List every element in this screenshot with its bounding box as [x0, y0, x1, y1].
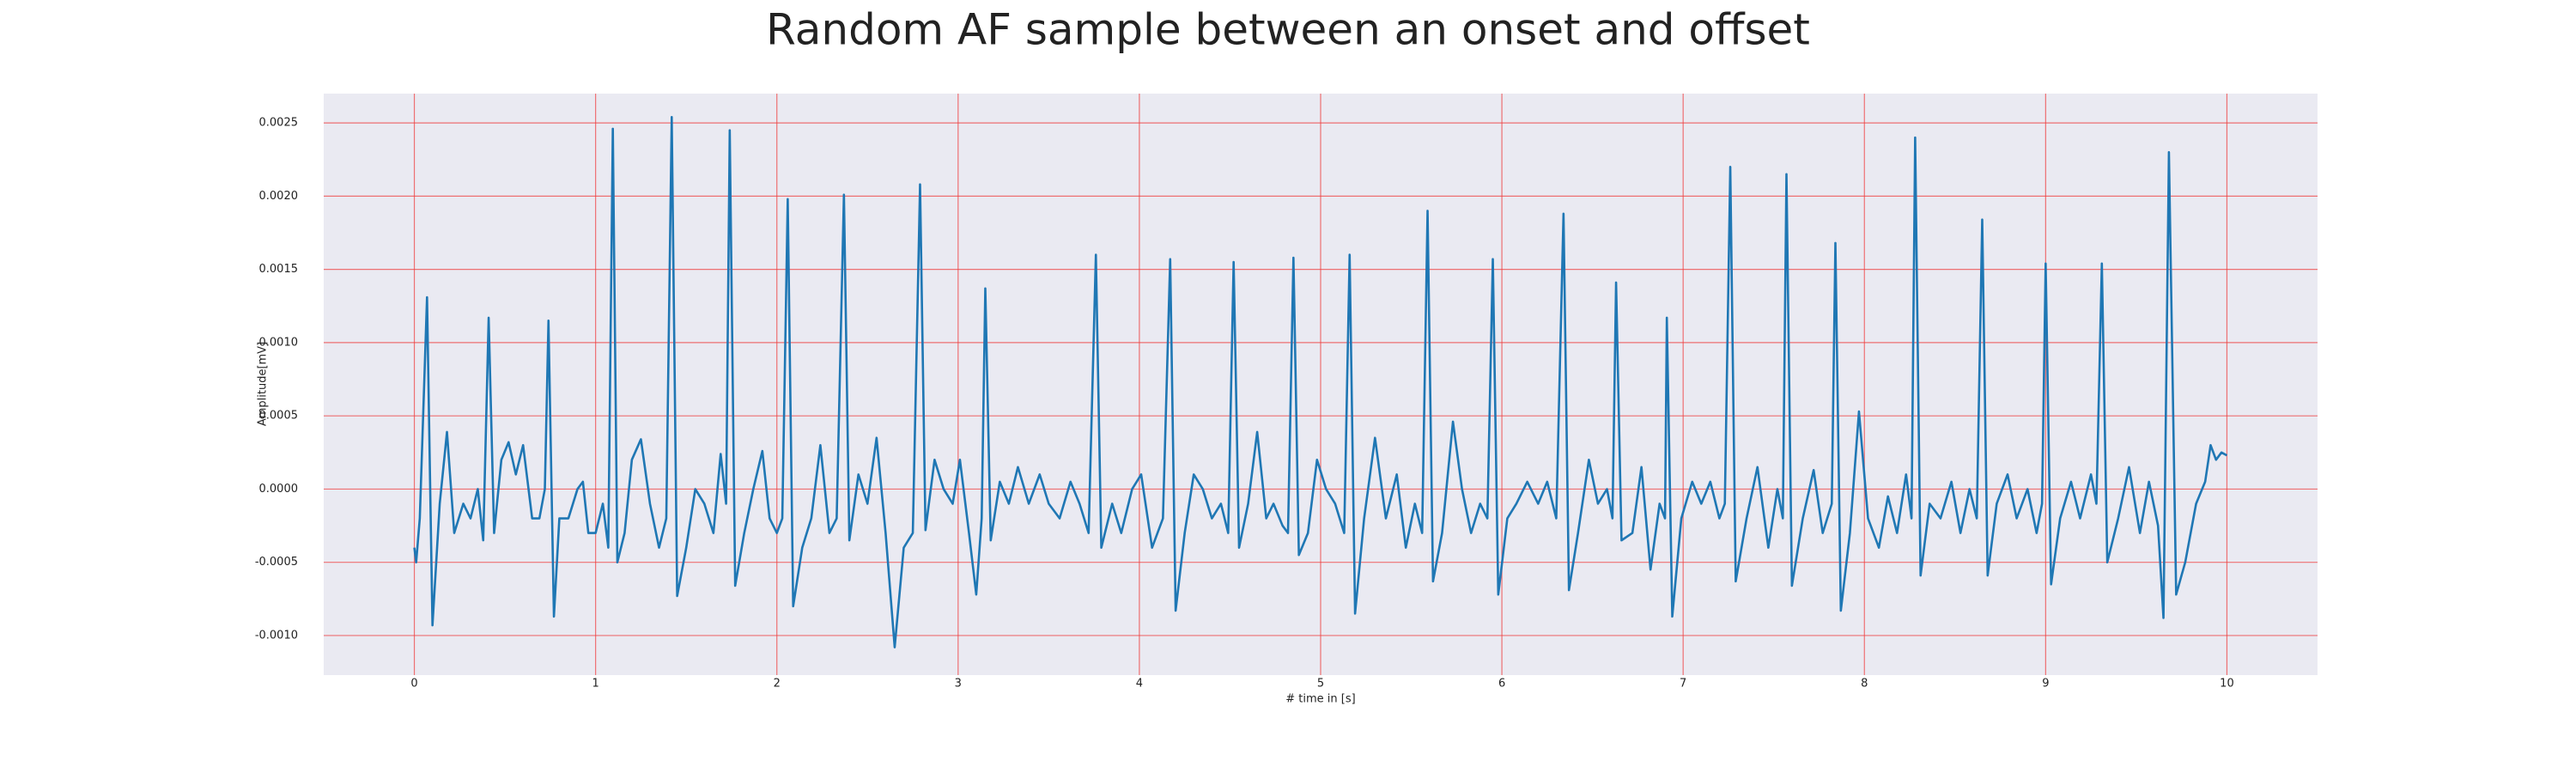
x-tick-label: 4	[1136, 678, 1143, 691]
x-tick-label: 0	[410, 678, 417, 691]
y-tick-label: 0.0020	[259, 190, 299, 203]
y-tick-label: 0.0000	[259, 483, 299, 496]
chart-title: Random AF sample between an onset and of…	[766, 5, 1810, 55]
y-tick-label: 0.0005	[259, 410, 299, 423]
x-tick-label: 10	[2220, 678, 2234, 691]
y-tick-label: 0.0025	[259, 117, 299, 130]
y-tick-label: 0.0015	[259, 263, 299, 276]
x-tick-label: 5	[1317, 678, 1324, 691]
y-tick-label: -0.0010	[255, 629, 298, 642]
x-tick-label: 7	[1680, 678, 1686, 691]
y-tick-label: -0.0005	[255, 556, 298, 569]
x-tick-label: 2	[774, 678, 781, 691]
x-tick-label: 6	[1498, 678, 1505, 691]
y-axis-label: Amplitude[mV]	[257, 342, 270, 426]
x-tick-label: 1	[592, 678, 598, 691]
x-tick-label: 9	[2042, 678, 2049, 691]
x-axis-label: # time in [s]	[1285, 693, 1355, 706]
line-series	[413, 115, 2228, 648]
x-tick-label: 3	[955, 678, 962, 691]
x-tick-label: 8	[1861, 678, 1868, 691]
y-tick-label: 0.0010	[259, 336, 299, 349]
